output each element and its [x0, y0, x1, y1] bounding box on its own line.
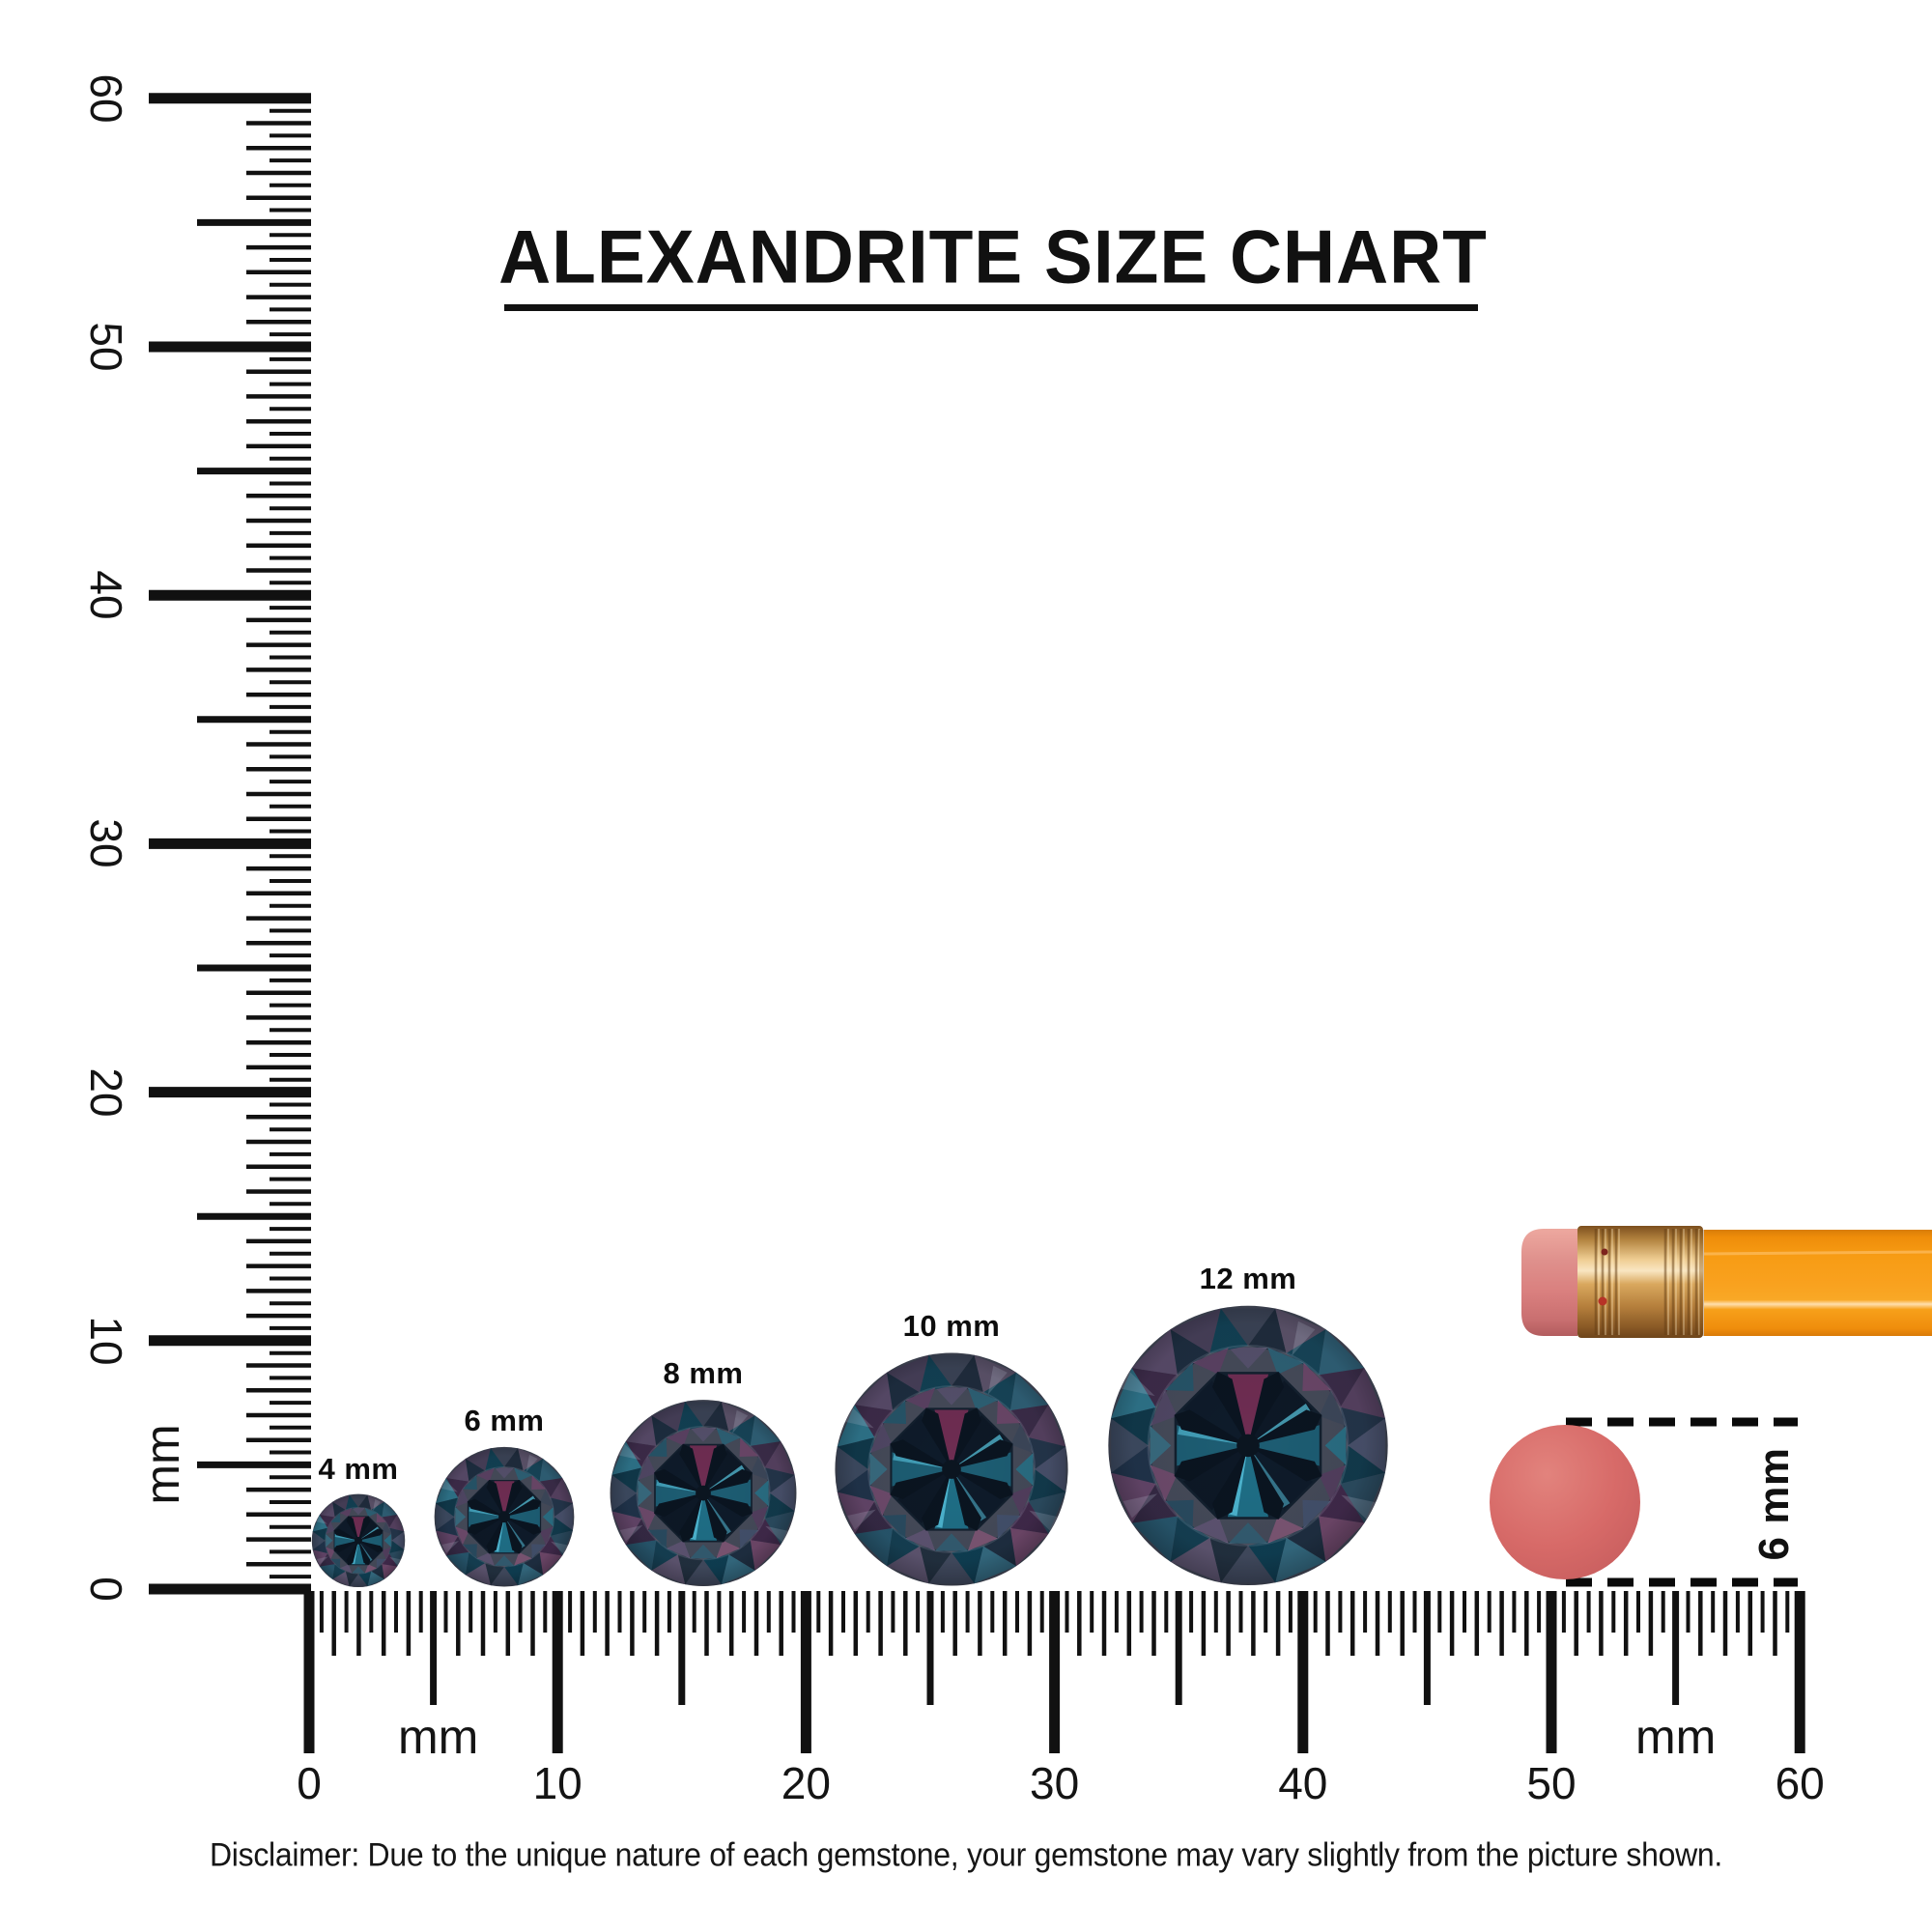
horizontal-ruler-number: 40: [1278, 1758, 1328, 1808]
ferrule-rivet-top: [1601, 1248, 1608, 1256]
horizontal-ruler-number: 0: [297, 1758, 322, 1808]
gemstone-10mm: [834, 1351, 1069, 1587]
vertical-ruler: [149, 93, 311, 1595]
ferrule-crimps: [1594, 1229, 1700, 1335]
ferrule-rivet-bottom: [1598, 1296, 1607, 1306]
gem-size-label: 6 mm: [464, 1404, 545, 1438]
gem-size-label: 10 mm: [902, 1309, 1001, 1343]
eraser-top-view: [1490, 1425, 1640, 1579]
horizontal-ruler-number: 10: [532, 1758, 582, 1808]
horizontal-ruler-number: 50: [1526, 1758, 1577, 1808]
pencil-body: [1704, 1230, 1932, 1336]
gem-size-label: 8 mm: [663, 1356, 744, 1391]
vertical-ruler-unit: mm: [135, 1424, 189, 1506]
vertical-ruler-number: 60: [81, 73, 131, 124]
gemstone-8mm: [609, 1399, 798, 1587]
gemstone-6mm: [434, 1446, 575, 1588]
vertical-ruler-number: 30: [81, 818, 131, 868]
title-underline: [504, 304, 1478, 311]
pencil: [1521, 1226, 1932, 1338]
eraser-size-label: 6 mm: [1750, 1447, 1798, 1561]
vertical-ruler-number: 40: [81, 570, 131, 620]
horizontal-ruler: [303, 1591, 1805, 1753]
horizontal-ruler-number: 60: [1775, 1758, 1825, 1808]
disclaimer-text: Disclaimer: Due to the unique nature of …: [210, 1836, 1722, 1874]
vertical-ruler-number: 20: [81, 1067, 131, 1118]
ferrule-body-seam: [1699, 1230, 1706, 1336]
pencil-body-facet-line: [1703, 1250, 1932, 1256]
gemstone-4mm: [311, 1493, 406, 1588]
gem-size-label: 12 mm: [1199, 1261, 1297, 1295]
horizontal-ruler-unit-right: mm: [1634, 1710, 1717, 1764]
vertical-ruler-number: 10: [81, 1316, 131, 1366]
eraser-size-callout: [1490, 1417, 1798, 1587]
gem-size-label: 4 mm: [318, 1451, 399, 1486]
horizontal-ruler-unit-left: mm: [397, 1710, 479, 1764]
page-title: ALEXANDRITE SIZE CHART: [498, 213, 1488, 299]
horizontal-ruler-number: 20: [781, 1758, 831, 1808]
horizontal-ruler-number: 30: [1030, 1758, 1080, 1808]
gemstone-12mm: [1107, 1304, 1389, 1587]
vertical-ruler-number: 50: [81, 322, 131, 372]
pencil-eraser: [1521, 1229, 1577, 1336]
vertical-ruler-number: 0: [81, 1577, 131, 1602]
gemstones-row: [311, 1304, 1389, 1588]
